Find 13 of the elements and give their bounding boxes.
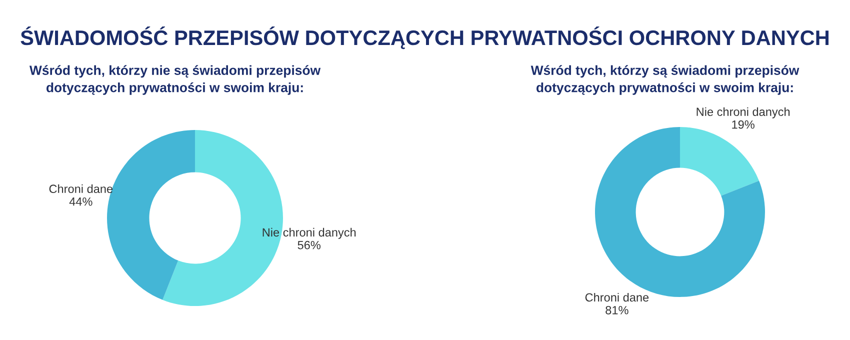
chart-subtitle: Wśród tych, którzy nie są świadomi przepisów dotyczących prywatności w swoim kraju: [29, 65, 321, 95]
donut-slice [162, 130, 283, 306]
slice-label: Nie chroni danych [262, 228, 356, 239]
slice-label: Chroni dane [585, 292, 649, 302]
donut-slice [680, 127, 760, 196]
data-label: 19% [732, 120, 754, 129]
slice-label: Chroni dane [49, 184, 113, 194]
slice-label: Nie chroni danych [696, 107, 790, 118]
data-label: 44% [69, 197, 92, 206]
data-label: 56% [298, 240, 320, 250]
chart-subtitle: Wśród tych, którzy są świadomi przepisów dotyczących prywatności w swoim kraju: [530, 65, 800, 95]
data-label: 81% [606, 306, 628, 314]
text: ŚWIADOMOŚĆ PRZEPISÓW DOTYCZĄCYCH PRYWATNOŚCI OCHRONY DANYCH [20, 26, 829, 50]
